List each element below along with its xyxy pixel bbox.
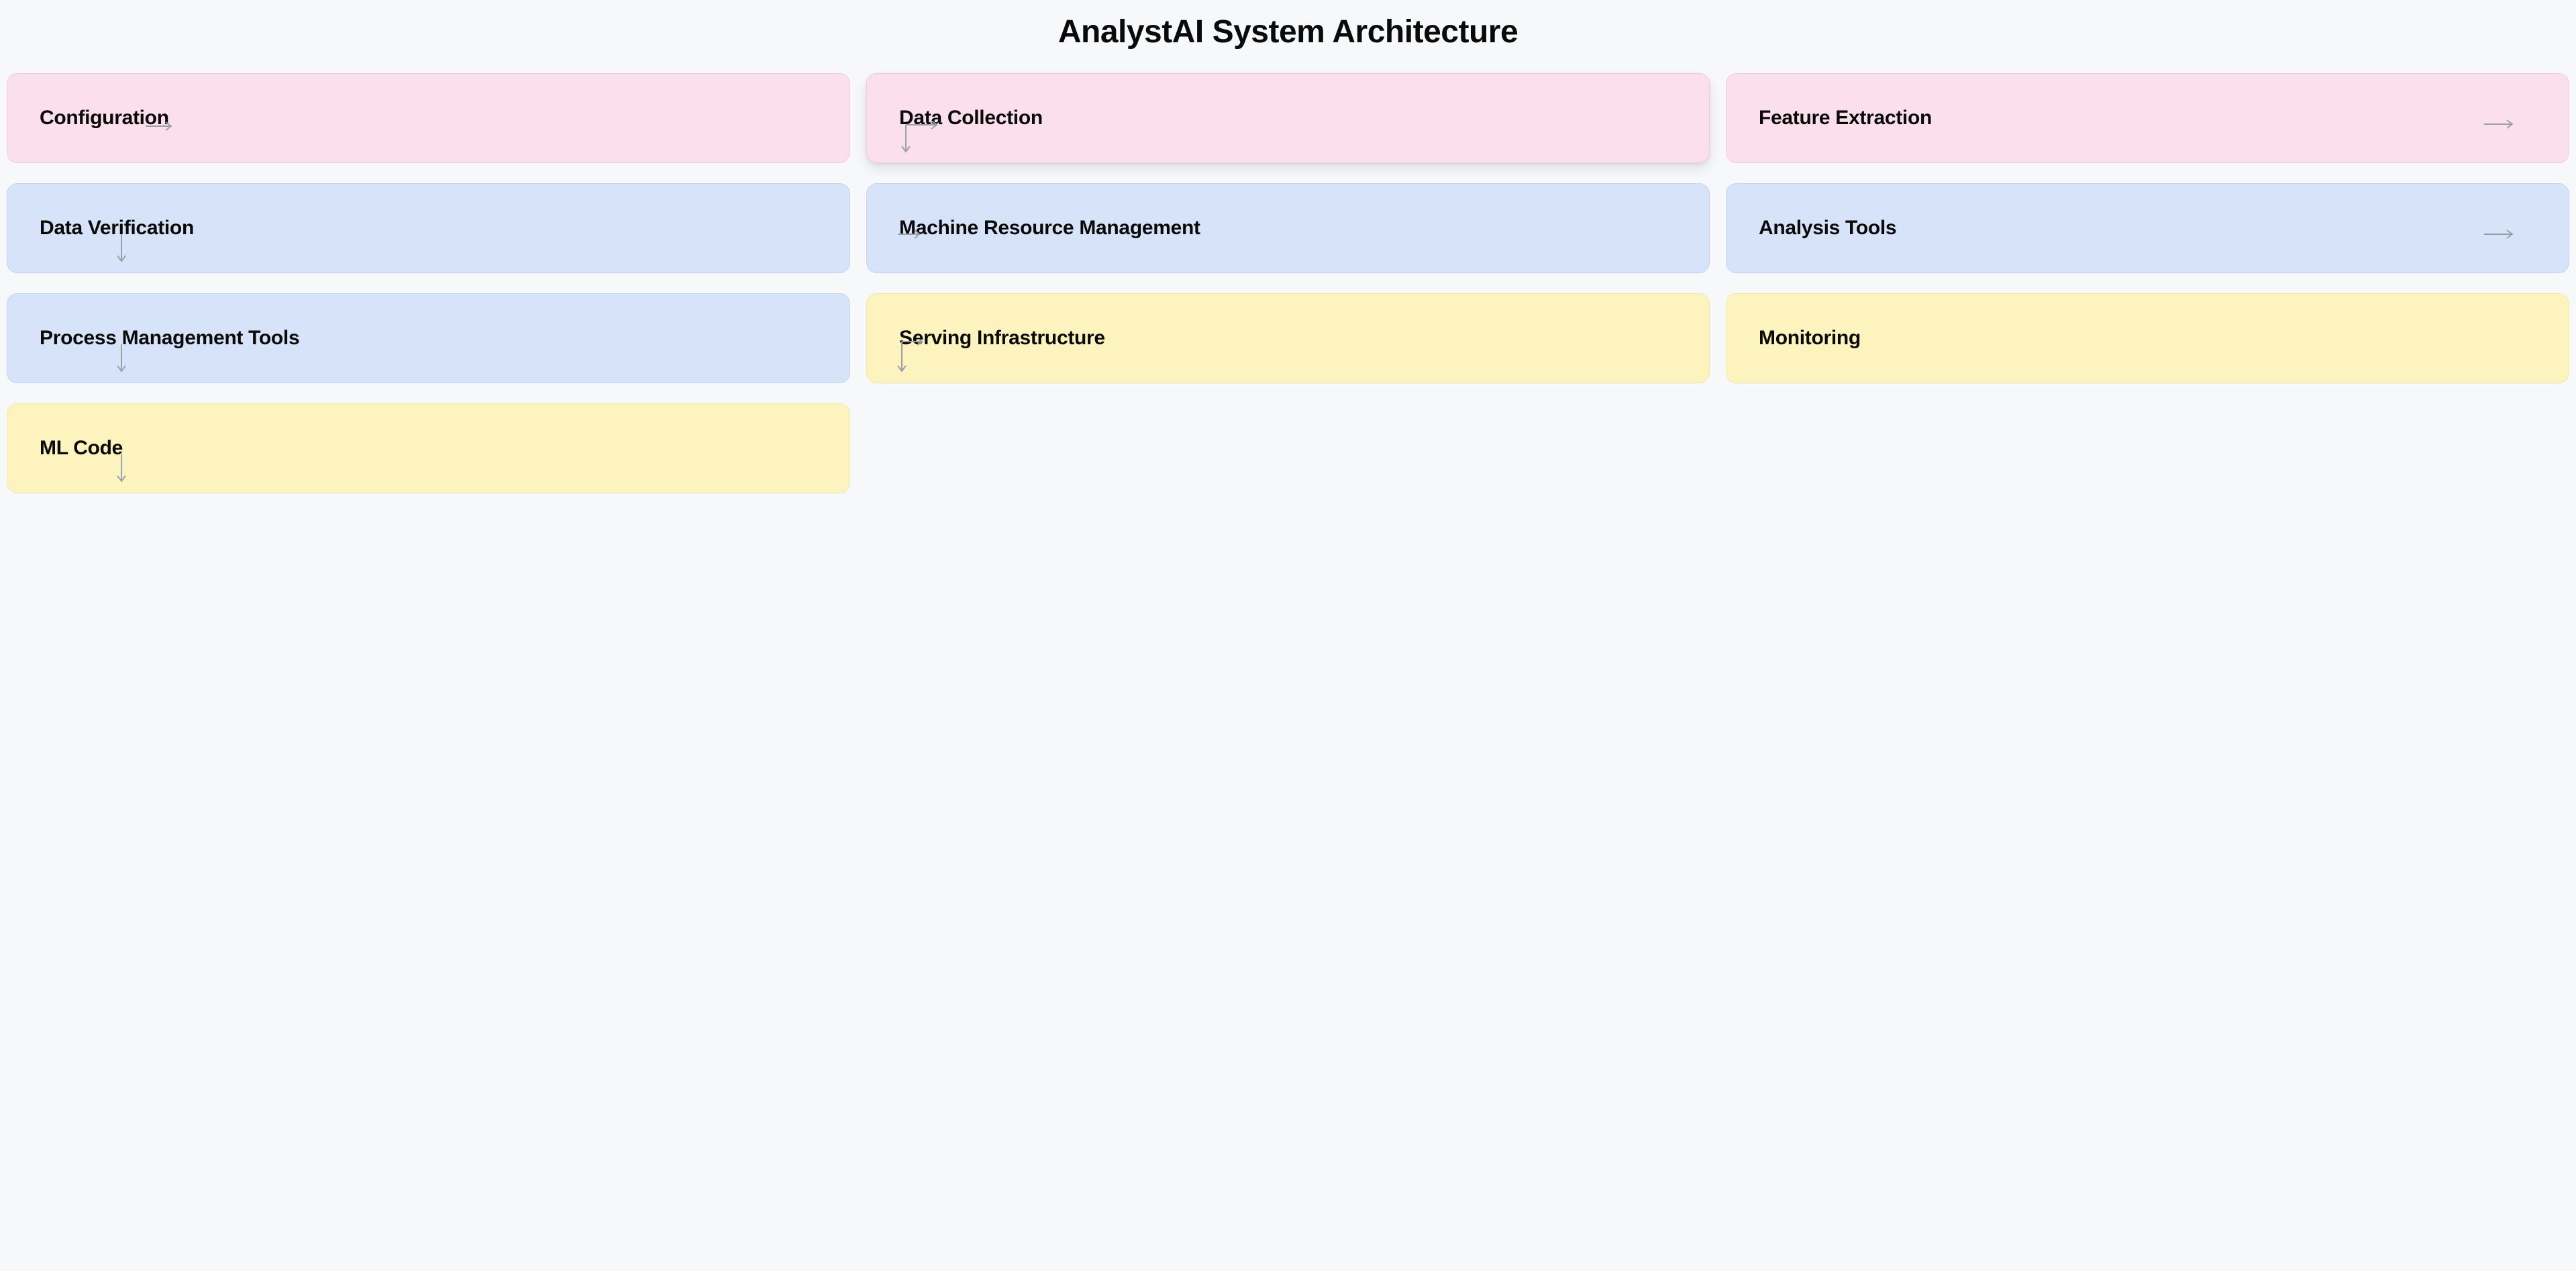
node-feature-extraction[interactable]: Feature Extraction	[1726, 73, 2569, 163]
node-ml-code[interactable]: ML Code	[7, 403, 850, 493]
node-configuration[interactable]: Configuration	[7, 73, 850, 163]
node-machine-resource[interactable]: Machine Resource Management	[866, 183, 1710, 273]
arrow-right-icon	[2484, 117, 2522, 131]
grid-cell: Serving Infrastructure	[866, 293, 1710, 383]
node-label: Data Collection	[899, 107, 1043, 130]
node-data-verification[interactable]: Data Verification	[7, 183, 850, 273]
grid-cell: Data Collection	[866, 73, 1710, 163]
grid-cell: Feature Extraction	[1726, 73, 2569, 163]
grid-cell: Data Verification	[7, 183, 850, 273]
grid-cell: Analysis Tools	[1726, 183, 2569, 273]
grid-cell: Machine Resource Management	[866, 183, 1710, 273]
node-label: Machine Resource Management	[899, 217, 1200, 240]
grid-cell	[866, 403, 1710, 493]
diagram-grid: Configuration Data Collection Feature Ex…	[7, 73, 2569, 493]
node-process-mgmt[interactable]: Process Management Tools	[7, 293, 850, 383]
grid-cell: ML Code	[7, 403, 850, 493]
grid-cell: Monitoring	[1726, 293, 2569, 383]
node-data-collection[interactable]: Data Collection	[866, 73, 1710, 163]
node-label: Serving Infrastructure	[899, 327, 1105, 350]
grid-cell: Process Management Tools	[7, 293, 850, 383]
grid-cell: Configuration	[7, 73, 850, 163]
node-label: ML Code	[40, 437, 123, 460]
node-label: Configuration	[40, 107, 169, 130]
arrow-right-icon	[2484, 227, 2522, 241]
grid-cell	[1726, 403, 2569, 493]
node-label: Analysis Tools	[1759, 217, 1896, 240]
node-label: Process Management Tools	[40, 327, 299, 350]
node-serving-infra[interactable]: Serving Infrastructure	[866, 293, 1710, 383]
diagram-title: AnalystAI System Architecture	[7, 13, 2569, 50]
node-label: Monitoring	[1759, 327, 1861, 350]
node-monitoring[interactable]: Monitoring	[1726, 293, 2569, 383]
node-label: Data Verification	[40, 217, 194, 240]
node-analysis-tools[interactable]: Analysis Tools	[1726, 183, 2569, 273]
diagram-page: AnalystAI System Architecture Configurat…	[0, 0, 2576, 1271]
node-label: Feature Extraction	[1759, 107, 1932, 130]
